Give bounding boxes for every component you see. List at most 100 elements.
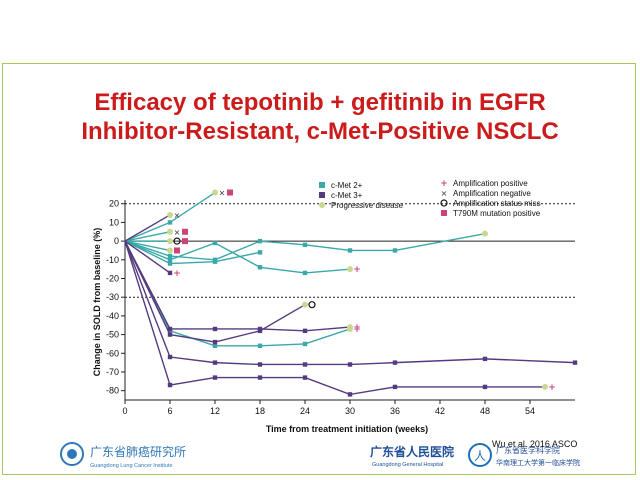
legend-label: Progressive disease (331, 201, 404, 210)
y-tick-label: -30 (106, 292, 119, 302)
data-point (302, 362, 308, 367)
progressive-disease-point (167, 228, 173, 235)
data-point (167, 257, 173, 263)
data-point (572, 360, 578, 365)
x-tick-label: 30 (345, 406, 355, 416)
legend-label: c-Met 2+ (331, 181, 363, 190)
series-line-9 (124, 214, 171, 242)
hospital-emblem-icon (468, 443, 492, 467)
legend-label: Amplification negative (453, 189, 531, 198)
amplification-positive-marker: + (353, 265, 361, 275)
data-point (257, 250, 263, 255)
data-point (302, 375, 308, 380)
data-point (257, 238, 263, 244)
amplification-positive-marker: + (548, 383, 556, 393)
hospital-name-cn: 广东省人民医院 (370, 444, 454, 459)
data-point (392, 248, 398, 253)
progressive-disease-point (347, 266, 353, 273)
data-point (167, 332, 173, 337)
amplification-positive-marker: + (440, 179, 448, 189)
y-tick-label: -50 (106, 330, 119, 340)
data-point (212, 375, 218, 380)
y-tick-label: 20 (109, 199, 119, 209)
data-point (302, 242, 308, 248)
data-point (167, 261, 173, 266)
data-point (482, 356, 488, 362)
x-tick-label: 54 (525, 406, 535, 416)
series-line-4 (124, 240, 261, 265)
amplification-negative-marker: × (441, 189, 448, 198)
y-axis-label: Change in SOLD from baseline (%) (92, 228, 102, 377)
data-point (347, 362, 353, 367)
legend-label: T790M mutation positive (453, 209, 541, 218)
progressive-disease-point (212, 189, 218, 196)
t790m-positive-marker (441, 210, 447, 216)
progressive-disease-point (302, 301, 308, 308)
institute-emblem-core (67, 449, 77, 459)
progressive-disease-point (167, 211, 173, 218)
legend-swatch-cmet3 (319, 192, 325, 198)
amplification-negative-marker: × (174, 228, 181, 237)
data-point (302, 328, 308, 334)
x-tick-label: 18 (255, 406, 265, 416)
data-point (212, 259, 218, 264)
legend-label: c-Met 3+ (331, 191, 363, 200)
legend-swatch-pd (319, 202, 325, 208)
data-point (392, 384, 398, 390)
amplification-missing-marker (308, 301, 316, 309)
x-tick-label: 12 (210, 406, 220, 416)
data-point (167, 354, 173, 360)
amplification-positive-marker: + (353, 323, 361, 333)
amplification-missing-marker (173, 237, 181, 245)
data-point (392, 360, 398, 365)
t790m-positive-marker (182, 238, 188, 245)
data-point (257, 343, 263, 348)
y-tick-label: -10 (106, 255, 119, 265)
slide-title-line-2: Inhibitor-Resistant, c-Met-Positive NSCL… (81, 118, 559, 145)
data-point (212, 240, 218, 246)
data-point (212, 360, 218, 365)
data-point (257, 375, 263, 380)
y-tick-label: 10 (109, 217, 119, 227)
slide-title-line-1: Efficacy of tepotinib + gefitinib in EGF… (94, 89, 546, 116)
x-tick-label: 36 (390, 406, 400, 416)
series-line-7 (124, 240, 171, 252)
x-tick-label: 42 (435, 406, 445, 416)
series-line-3 (124, 240, 351, 274)
institute-name-en: Guangdong Lung Cancer Institute (90, 463, 173, 469)
x-tick-label: 6 (167, 406, 172, 416)
legend-label: Amplification status miss (453, 199, 541, 208)
progressive-disease-point (167, 247, 173, 254)
t790m-positive-marker (174, 247, 180, 254)
data-point (167, 220, 173, 225)
y-tick-label: -40 (106, 311, 119, 321)
amplification-positive-marker: + (353, 325, 361, 335)
y-tick-label: 0 (114, 236, 119, 246)
amplification-negative-marker: × (219, 189, 226, 198)
legend-label: Amplification positive (453, 179, 528, 188)
slide-title: Efficacy of tepotinib + gefitinib in EGF… (0, 88, 640, 146)
y-tick-label: -20 (106, 274, 119, 284)
institute-logo: 广东省肺癌研究所 Guangdong Lung Cancer Institute (60, 442, 186, 469)
progressive-disease-point (347, 324, 353, 331)
x-tick-label: 24 (300, 406, 310, 416)
data-point (167, 253, 173, 259)
series-line-11 (124, 240, 351, 332)
y-tick-label: -80 (106, 386, 119, 396)
data-point (302, 270, 308, 276)
x-tick-label: 48 (480, 406, 490, 416)
data-point (167, 382, 173, 388)
data-point (347, 248, 353, 253)
data-point (212, 343, 218, 348)
series-line-14 (124, 240, 545, 396)
amplification-negative-marker: × (174, 211, 181, 220)
data-point (482, 384, 488, 390)
hospital-logo: 广东省人民医院 Guangdong General Hospital 人 广东省… (370, 443, 580, 468)
t790m-positive-marker (227, 189, 233, 196)
amplification-missing-marker (440, 199, 448, 207)
progressive-disease-point (482, 230, 488, 237)
data-point (257, 328, 263, 334)
data-point (302, 341, 308, 347)
